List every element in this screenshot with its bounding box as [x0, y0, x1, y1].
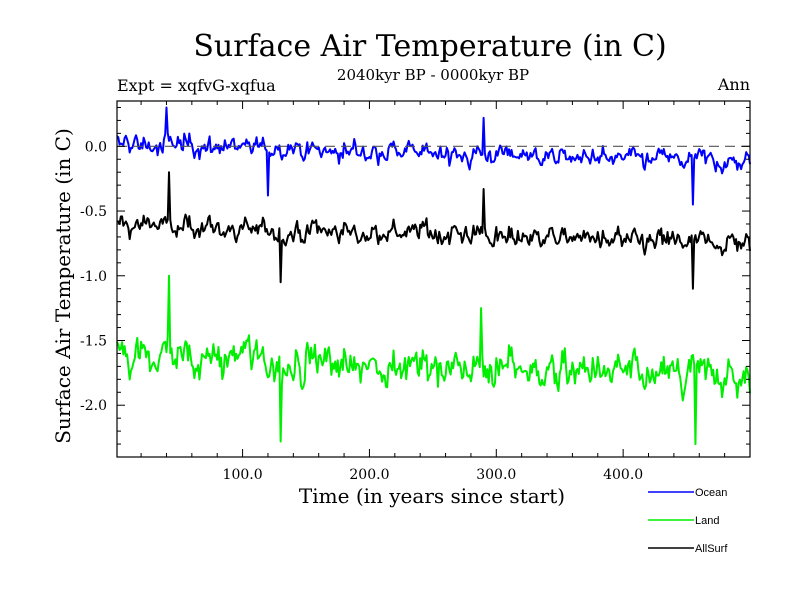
- y-tick-label: -1.5: [80, 333, 107, 349]
- y-axis-label: Surface Air Temperature (in C): [51, 128, 75, 444]
- legend-label-allsurf: AllSurf: [695, 543, 728, 555]
- chart-title: Surface Air Temperature (in C): [193, 29, 666, 64]
- chart-subtitle: 2040kyr BP - 0000kyr BP: [337, 66, 529, 84]
- x-axis-label: Time (in years since start): [299, 484, 565, 508]
- y-tick-label: 0.0: [85, 139, 107, 155]
- legend-label-ocean: Ocean: [695, 487, 727, 499]
- experiment-label: Expt = xqfvG-xqfua: [117, 76, 276, 95]
- season-label: Ann: [717, 75, 750, 94]
- plot-frame: [116, 100, 751, 458]
- series-line-land: [116, 274, 751, 446]
- x-tick-label: 100.0: [223, 467, 263, 483]
- x-tick-label: 300.0: [476, 467, 516, 483]
- x-tick-label: 400.0: [603, 467, 643, 483]
- series-line-allsurf: [116, 171, 751, 290]
- y-tick-label: -2.0: [80, 398, 107, 414]
- legend: Ocean Land AllSurf: [648, 487, 728, 555]
- series-layer: [116, 106, 751, 446]
- y-tick-label: -1.0: [80, 269, 107, 285]
- series-line-ocean: [116, 106, 751, 206]
- x-tick-label: 200.0: [349, 467, 389, 483]
- y-tick-label: -0.5: [80, 204, 107, 220]
- legend-label-land: Land: [695, 515, 719, 527]
- tick-layer: 100.0 200.0 300.0 400.0 0.0 -0.5 -1.0 -1.5 -2.0: [80, 101, 750, 483]
